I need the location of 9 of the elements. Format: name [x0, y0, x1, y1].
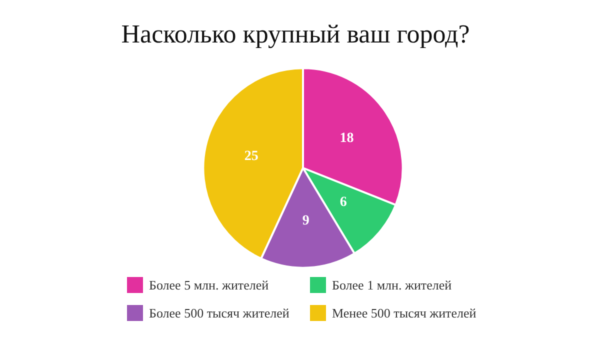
chart-title: Насколько крупный ваш город? — [121, 20, 470, 48]
data-label: 18 — [340, 130, 354, 146]
data-label: 25 — [244, 149, 258, 164]
legend-label: Более 1 млн. жителей — [332, 278, 452, 292]
legend-label: Более 5 млн. жителей — [149, 278, 269, 292]
legend-label: Более 500 тысяч жителей — [149, 306, 290, 320]
legend-label: Менее 500 тысяч жителей — [332, 306, 476, 320]
data-label: 6 — [340, 194, 347, 210]
data-label: 9 — [302, 213, 310, 228]
